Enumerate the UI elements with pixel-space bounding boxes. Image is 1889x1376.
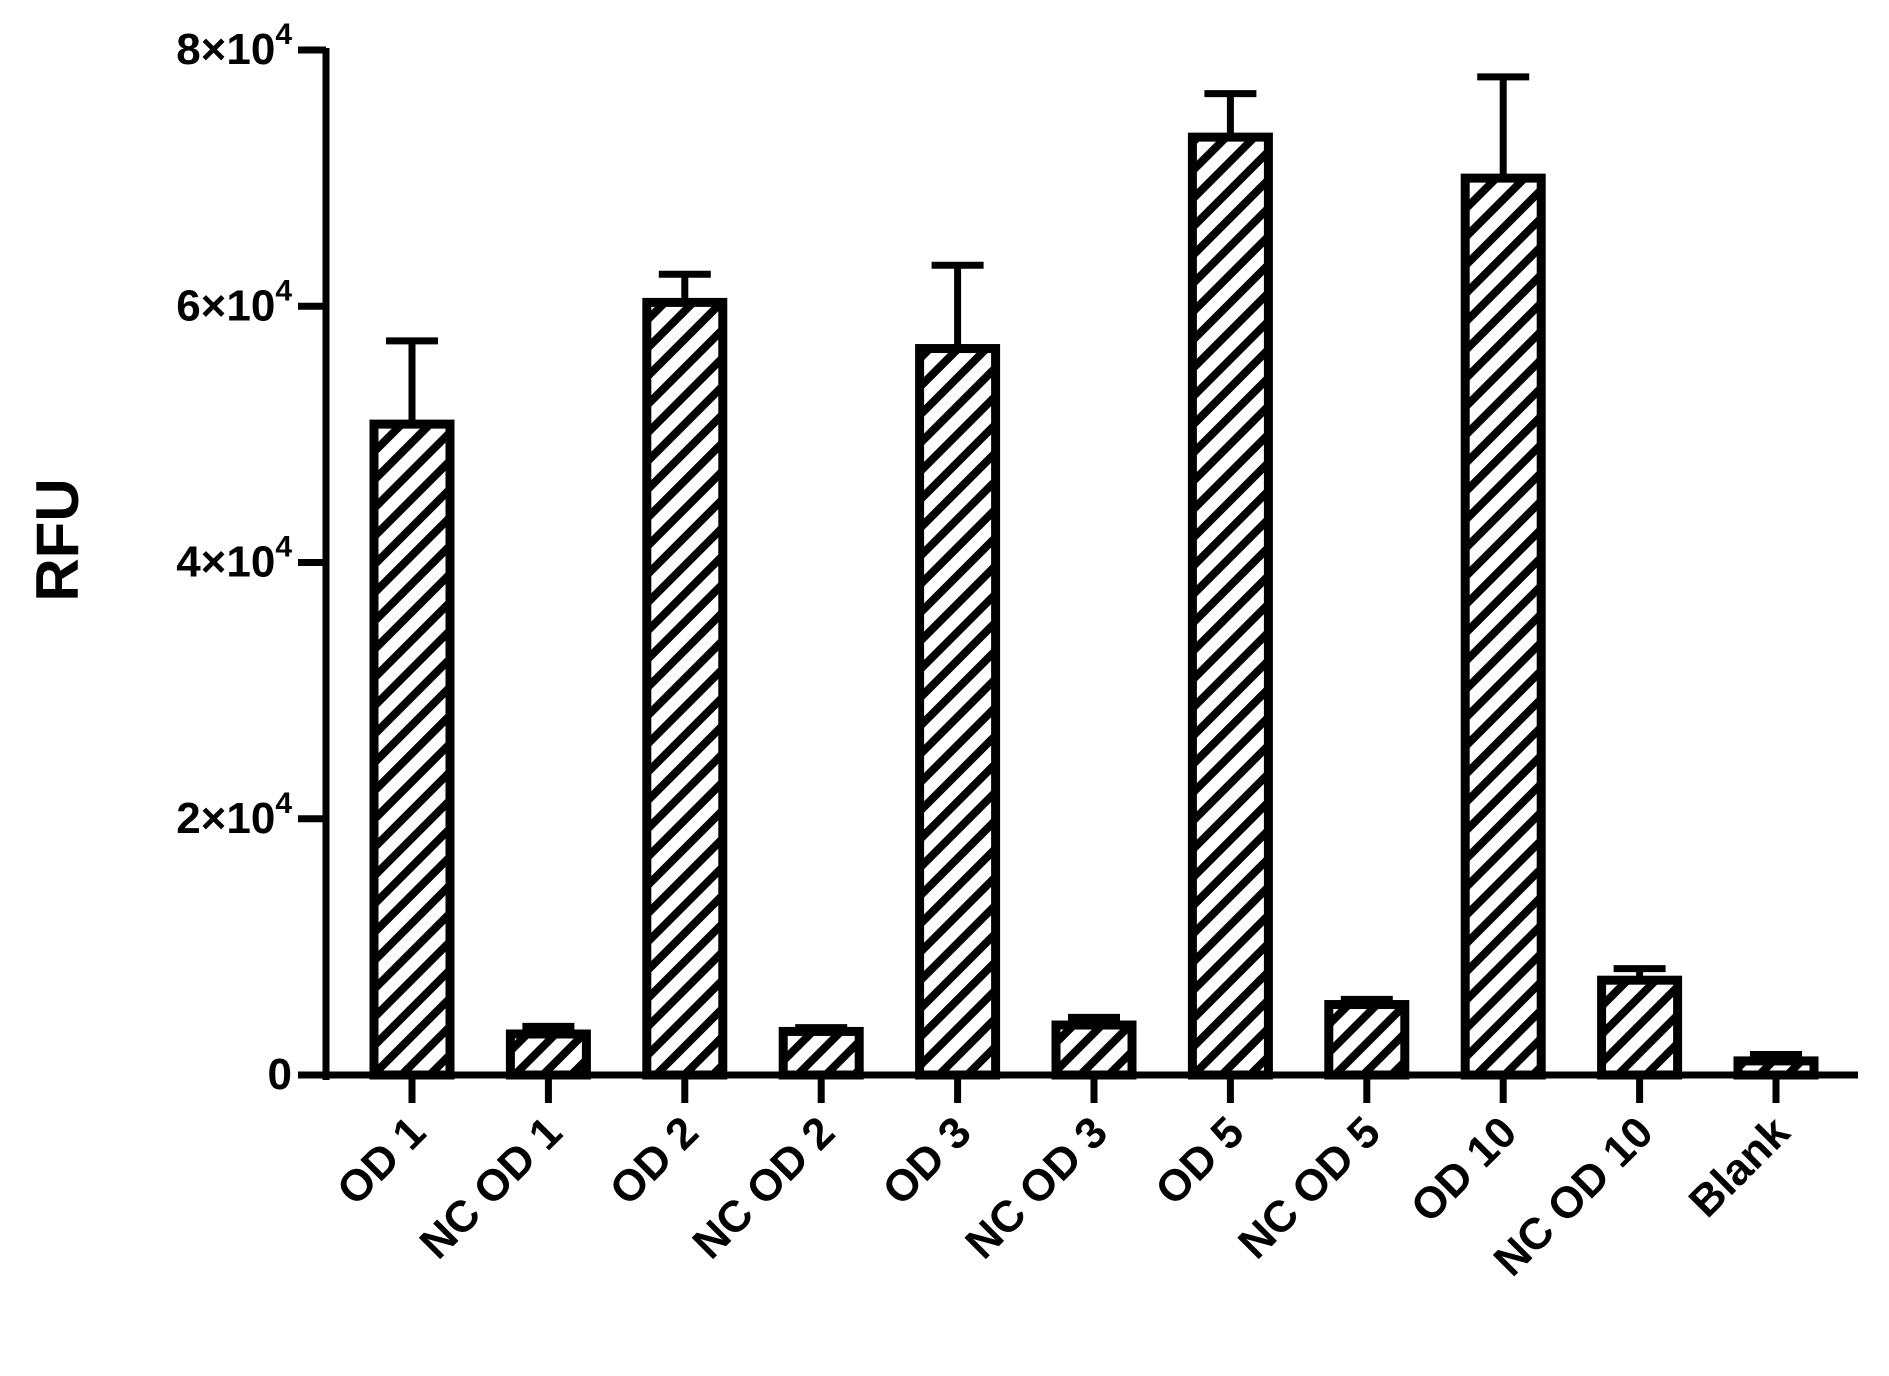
category-label: NC OD 3 (956, 1107, 1117, 1268)
y-tick-exponent: 4 (275, 787, 292, 820)
category-label: OD 2 (601, 1107, 708, 1214)
y-axis: 0 2×104 4×104 6×104 8×104 (176, 18, 330, 1099)
category-label: OD 5 (1146, 1107, 1253, 1214)
category-label: OD 10 (1402, 1107, 1527, 1232)
category-label: NC OD 1 (411, 1107, 572, 1268)
bar (1051, 1020, 1137, 1080)
error-bars (386, 73, 1802, 1061)
y-axis-title: RFU (24, 478, 91, 601)
y-tick-label: 6×104 (176, 274, 292, 330)
y-tick-label: 0 (268, 1050, 292, 1099)
bar (1324, 1000, 1410, 1080)
category-label: Blank (1680, 1107, 1800, 1227)
bar (505, 1029, 591, 1080)
y-tick-label: 8×104 (176, 18, 292, 74)
bar (1597, 975, 1683, 1080)
bar (778, 1026, 864, 1080)
bar (1187, 132, 1273, 1080)
bar (1460, 173, 1546, 1080)
bar (369, 419, 455, 1080)
y-tick-label: 2×104 (176, 787, 292, 843)
bar (1733, 1056, 1819, 1080)
category-label: NC OD 5 (1229, 1107, 1390, 1268)
y-tick-exponent: 4 (275, 531, 292, 564)
bars (369, 132, 1819, 1080)
category-label: OD 3 (873, 1107, 980, 1214)
y-tick-exponent: 4 (275, 274, 292, 307)
category-label: OD 1 (328, 1107, 435, 1214)
category-labels: OD 1NC OD 1 OD 2NC OD 2 OD 3NC OD 3 OD 5NC … (328, 1107, 1800, 1286)
bar (642, 297, 728, 1080)
category-label: NC OD 2 (683, 1107, 844, 1268)
bar (915, 344, 1001, 1080)
y-tick-exponent: 4 (275, 18, 292, 51)
y-tick-label: 4×104 (176, 531, 292, 587)
